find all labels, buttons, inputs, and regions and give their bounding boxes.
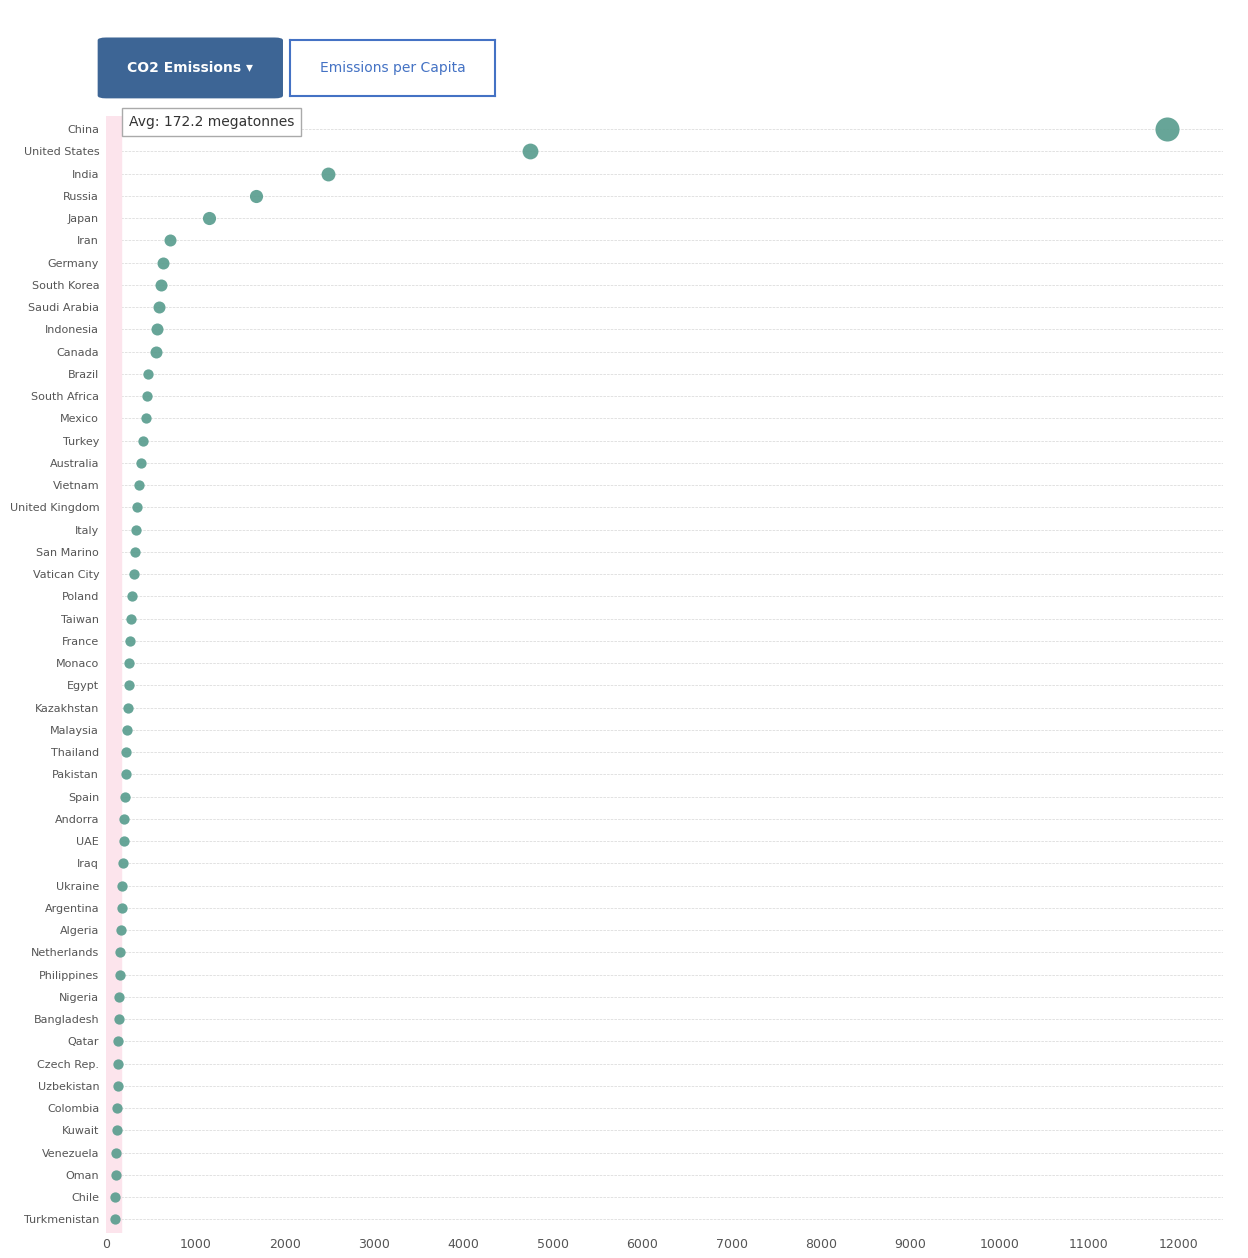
Point xyxy=(125,542,145,562)
Point xyxy=(126,520,146,540)
Point xyxy=(246,186,266,206)
Point xyxy=(114,809,134,829)
Point xyxy=(146,342,166,362)
Point xyxy=(111,942,131,962)
Point xyxy=(147,320,167,340)
Point xyxy=(105,1188,125,1208)
Text: Emissions per Capita: Emissions per Capita xyxy=(319,60,466,75)
Point xyxy=(318,164,338,184)
Point xyxy=(129,476,149,496)
Point xyxy=(106,1121,126,1141)
Point xyxy=(110,986,130,1006)
Point xyxy=(112,853,132,873)
Point xyxy=(106,1165,126,1185)
Point xyxy=(139,364,158,384)
Point xyxy=(117,720,137,740)
Point xyxy=(116,765,136,785)
Point xyxy=(111,920,131,940)
Point xyxy=(115,786,135,806)
Point xyxy=(136,409,156,429)
Text: Avg: 172.2 megatonnes: Avg: 172.2 megatonnes xyxy=(129,116,295,130)
Point xyxy=(1157,120,1177,140)
Text: CO2 Emissions ▾: CO2 Emissions ▾ xyxy=(127,60,253,75)
Point xyxy=(117,698,137,718)
Point xyxy=(109,1032,129,1052)
Point xyxy=(107,1098,127,1118)
Point xyxy=(131,453,151,473)
Point xyxy=(119,676,139,696)
Point xyxy=(110,965,130,985)
FancyBboxPatch shape xyxy=(97,38,283,98)
Point xyxy=(112,876,132,896)
Point xyxy=(106,1142,126,1162)
Point xyxy=(107,1076,127,1096)
Point xyxy=(105,1209,125,1229)
Point xyxy=(120,630,140,650)
Point xyxy=(151,274,171,294)
Point xyxy=(122,586,142,606)
Point xyxy=(120,653,140,673)
Point xyxy=(109,1009,129,1029)
Point xyxy=(161,230,181,250)
Point xyxy=(154,253,173,273)
Point xyxy=(137,386,157,406)
Point xyxy=(109,1054,129,1074)
Point xyxy=(132,430,152,450)
Point xyxy=(124,564,144,584)
Point xyxy=(116,742,136,762)
Point xyxy=(111,898,131,918)
Point xyxy=(149,297,168,317)
Point xyxy=(520,141,540,161)
Point xyxy=(200,208,220,228)
Point xyxy=(114,832,134,852)
Bar xyxy=(106,116,121,1233)
Point xyxy=(121,609,141,629)
Point xyxy=(127,497,147,517)
